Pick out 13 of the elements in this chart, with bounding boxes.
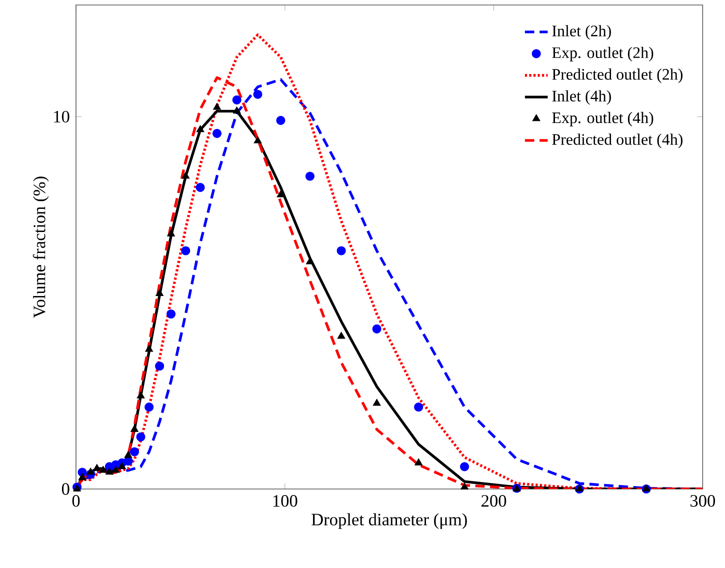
x-axis-title: Droplet diameter (μm) [312,513,467,529]
x-tick-label: 200 [482,495,506,507]
legend-label: Predicted outlet (4h) [552,134,682,148]
legend-label: Inlet (2h) [552,25,611,40]
legend-label: Exp. outlet (2h) [552,46,654,62]
x-tick-label: 100 [273,495,298,507]
legend-label: Exp. outlet (4h) [552,112,654,126]
x-tick-label: 0 [72,495,80,507]
y-axis-title: Volume fraction (%) [32,176,49,318]
legend-label: Predicted outlet (2h) [552,68,682,84]
y-tick-label: 10 [54,110,70,123]
legend-label: Inlet (4h) [552,90,611,105]
x-tick-label: 300 [690,495,716,507]
